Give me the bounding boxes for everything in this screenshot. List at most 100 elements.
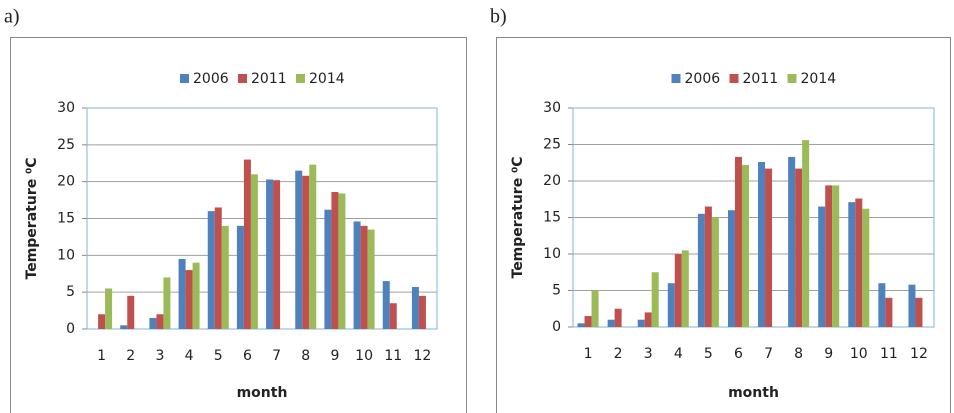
bar bbox=[915, 297, 923, 327]
y-tick-label: 10 bbox=[57, 247, 75, 263]
y-tick-label: 5 bbox=[552, 283, 561, 299]
x-tick-label: 2 bbox=[126, 348, 135, 364]
bar bbox=[614, 308, 622, 327]
bar bbox=[353, 221, 361, 329]
x-tick-label: 10 bbox=[355, 348, 373, 364]
bar bbox=[120, 325, 128, 329]
bar bbox=[418, 295, 426, 329]
plot-area bbox=[86, 107, 438, 330]
bar bbox=[591, 290, 599, 327]
legend-label: 2014 bbox=[801, 71, 837, 87]
bar bbox=[878, 283, 886, 327]
bar bbox=[331, 191, 339, 329]
legend-swatch bbox=[296, 74, 305, 83]
bar bbox=[765, 168, 773, 327]
bar bbox=[163, 277, 171, 329]
bar bbox=[885, 297, 893, 327]
y-tick-label: 15 bbox=[57, 211, 75, 227]
y-tick-label: 15 bbox=[543, 210, 561, 226]
plot-area bbox=[572, 107, 935, 328]
bar bbox=[266, 179, 274, 329]
panel-label: a) bbox=[4, 6, 20, 28]
bar bbox=[214, 207, 222, 329]
bar bbox=[98, 314, 106, 329]
bar bbox=[908, 284, 916, 327]
bar bbox=[382, 281, 390, 329]
x-tick-label: 9 bbox=[330, 348, 339, 364]
x-tick-label: 2 bbox=[614, 346, 623, 362]
x-tick-label: 9 bbox=[824, 346, 833, 362]
bar bbox=[788, 156, 796, 327]
y-tick-label: 20 bbox=[57, 174, 75, 190]
x-tick-label: 12 bbox=[414, 348, 432, 364]
x-tick-label: 11 bbox=[384, 348, 402, 364]
bar bbox=[862, 208, 870, 327]
bar bbox=[250, 174, 258, 329]
bar bbox=[697, 213, 705, 327]
bar bbox=[105, 288, 113, 329]
legend-label: 2006 bbox=[685, 71, 721, 87]
bar bbox=[681, 250, 689, 327]
bar bbox=[338, 193, 346, 329]
x-tick-label: 8 bbox=[794, 346, 803, 362]
panel-label: b) bbox=[490, 6, 507, 28]
x-tick-label: 7 bbox=[764, 346, 773, 362]
bar bbox=[667, 283, 675, 327]
bar bbox=[149, 317, 157, 329]
bar bbox=[607, 319, 615, 327]
bar bbox=[367, 229, 375, 329]
x-tick-label: 3 bbox=[644, 346, 653, 362]
bar bbox=[185, 270, 193, 329]
bar bbox=[584, 316, 592, 327]
y-tick-label: 25 bbox=[543, 137, 561, 153]
bar bbox=[324, 209, 332, 329]
x-axis-label: month bbox=[728, 385, 779, 401]
bar bbox=[802, 140, 810, 327]
bar bbox=[295, 170, 303, 329]
y-tick-label: 0 bbox=[552, 319, 561, 335]
x-tick-label: 11 bbox=[880, 346, 898, 362]
bar bbox=[192, 262, 200, 329]
x-tick-label: 8 bbox=[301, 348, 310, 364]
x-axis-label: month bbox=[237, 385, 288, 401]
bar bbox=[309, 164, 317, 329]
legend-label: 2006 bbox=[193, 71, 229, 87]
bar bbox=[758, 162, 766, 327]
y-tick-label: 10 bbox=[543, 246, 561, 262]
bar bbox=[848, 202, 856, 327]
y-tick-label: 30 bbox=[543, 100, 561, 116]
chart-frame bbox=[496, 37, 951, 413]
x-tick-label: 4 bbox=[674, 346, 683, 362]
legend-label: 2011 bbox=[743, 71, 779, 87]
legend-swatch bbox=[671, 74, 681, 83]
bar bbox=[389, 303, 397, 329]
x-tick-label: 4 bbox=[185, 348, 194, 364]
bar bbox=[711, 217, 719, 327]
x-tick-label: 10 bbox=[850, 346, 868, 362]
x-tick-label: 3 bbox=[155, 348, 164, 364]
x-tick-label: 5 bbox=[704, 346, 713, 362]
bar bbox=[734, 156, 742, 327]
x-tick-label: 7 bbox=[272, 348, 281, 364]
bar bbox=[832, 185, 840, 327]
bar bbox=[156, 314, 164, 329]
bar bbox=[577, 323, 585, 327]
y-tick-label: 20 bbox=[543, 173, 561, 189]
bar bbox=[704, 206, 712, 327]
y-axis-label: Temperature ⁰C bbox=[510, 157, 526, 279]
y-tick-label: 0 bbox=[66, 321, 75, 337]
y-tick-label: 30 bbox=[57, 100, 75, 116]
x-tick-label: 6 bbox=[243, 348, 252, 364]
x-tick-label: 6 bbox=[734, 346, 743, 362]
legend-label: 2011 bbox=[251, 71, 287, 87]
legend-swatch bbox=[729, 74, 739, 83]
legend-label: 2014 bbox=[309, 71, 345, 87]
bar bbox=[644, 312, 652, 327]
legend-swatch bbox=[238, 74, 247, 83]
bar bbox=[855, 198, 863, 327]
bar bbox=[637, 319, 645, 327]
y-tick-label: 5 bbox=[66, 284, 75, 300]
bar bbox=[360, 225, 368, 329]
bar bbox=[236, 225, 244, 329]
